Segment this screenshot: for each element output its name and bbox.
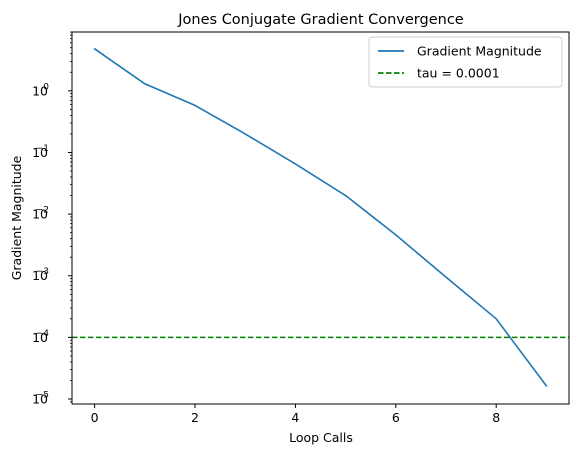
x-tick-label: 0: [91, 410, 99, 425]
x-axis: 0 2 4 6 8: [91, 404, 500, 425]
plot-area: [72, 48, 569, 387]
legend-label-tau: tau = 0.0001: [417, 66, 500, 81]
y-axis-label: Gradient Magnitude: [9, 155, 24, 280]
y-tick-label: 10−5: [32, 391, 49, 407]
legend-label-gradient-magnitude: Gradient Magnitude: [417, 44, 542, 59]
y-tick-label: 10−2: [32, 206, 49, 222]
legend-box: [368, 36, 563, 88]
axes-frame: [71, 31, 570, 405]
y-tick-label: 100: [32, 82, 49, 98]
y-axis: 100 10−1 10−2 10−3 10−4 10−5: [32, 31, 72, 407]
x-tick-label: 2: [191, 410, 199, 425]
x-axis-label: Loop Calls: [289, 430, 353, 445]
x-tick-label: 4: [291, 410, 299, 425]
y-tick-label: 10−1: [32, 144, 49, 160]
y-tick-label: 10−3: [32, 267, 49, 283]
legend: Gradient Magnitude tau = 0.0001: [368, 36, 563, 88]
x-tick-label: 8: [492, 410, 500, 425]
series-line: [93, 48, 548, 387]
x-tick-label: 6: [392, 410, 400, 425]
y-tick-label: 10−4: [32, 329, 49, 345]
chart-title: Jones Conjugate Gradient Convergence: [177, 12, 464, 28]
